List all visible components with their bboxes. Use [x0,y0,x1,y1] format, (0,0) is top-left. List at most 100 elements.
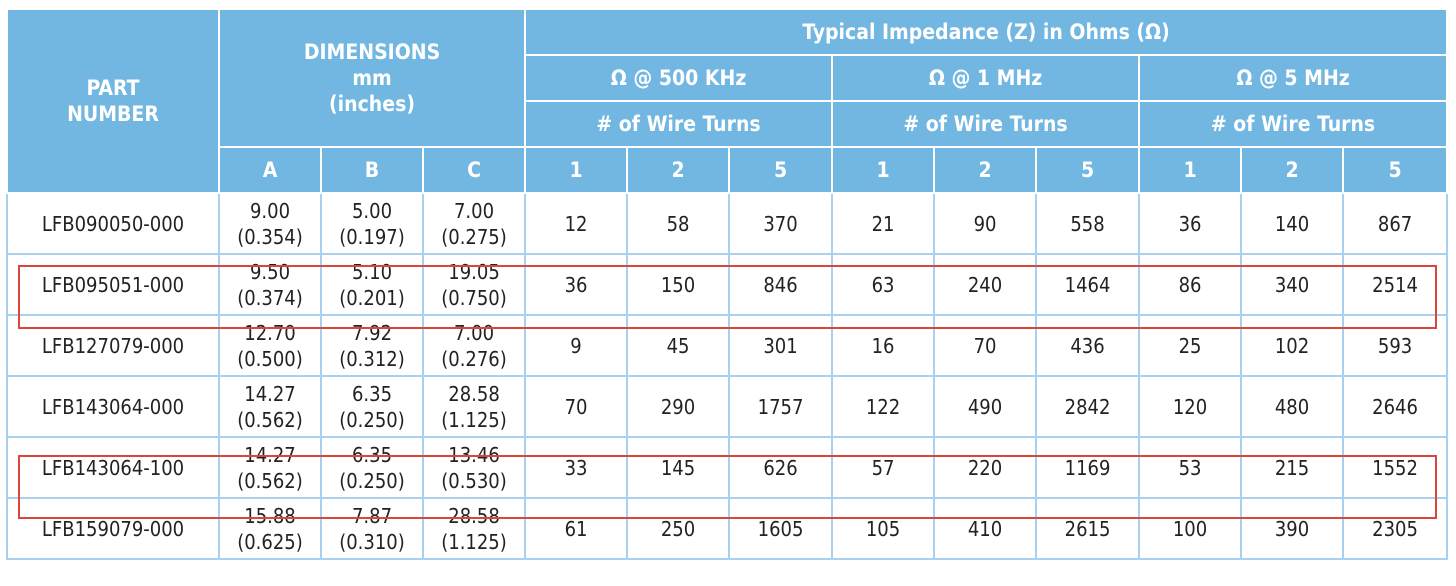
impedance-value: 2305 [1342,497,1449,560]
header-cell: DIMENSIONS mm (inches) [217,8,527,148]
impedance-value: 215 [1240,436,1345,499]
dimension-mm: 15.88 [244,503,296,528]
dimension-in: (0.312) [339,346,405,371]
dimension-cell: 28.58 (1.125) [421,497,527,560]
impedance-value: 57 [831,436,936,499]
impedance-value: 240 [933,253,1038,316]
impedance-value: 140 [1240,192,1345,255]
impedance-value: 53 [1138,436,1243,499]
impedance-value: 145 [626,436,731,499]
impedance-value: 1552 [1342,436,1449,499]
dimension-in: (0.354) [237,224,303,249]
table-row: LFB095051-000 9.50 (0.374) 5.10 (0.201) 19.05… [6,253,1449,316]
impedance-value: 480 [1240,375,1345,438]
impedance-value: 390 [1240,497,1345,560]
dimension-mm: 13.46 [448,442,500,467]
part-number: LFB159079-000 [6,497,220,560]
spec-table: PART NUMBER DIMENSIONS mm (inches) Typic… [6,8,1449,560]
impedance-value: 150 [626,253,731,316]
impedance-value: 12 [524,192,629,255]
impedance-value: 58 [626,192,731,255]
impedance-value: 867 [1342,192,1449,255]
dimension-cell: 9.50 (0.374) [218,253,322,316]
impedance-value: 45 [626,314,731,377]
impedance-value: 36 [1138,192,1243,255]
dimension-cell: 13.46 (0.530) [421,436,527,499]
impedance-value: 220 [933,436,1038,499]
impedance-value: 63 [831,253,936,316]
turns-header: # of Wire Turns [524,100,834,148]
dimension-in: (0.250) [339,468,405,493]
frequency-header: Ω @ 5 MHz [1138,54,1449,102]
part-number: LFB127079-000 [6,314,220,377]
impedance-value: 2842 [1035,375,1141,438]
impedance-value: 120 [1138,375,1243,438]
dimension-in: (0.625) [237,529,303,554]
dimension-in: (0.310) [339,529,405,554]
dimension-mm: 12.70 [244,320,296,345]
dimension-in: (0.562) [237,407,303,432]
turns-column: 2 [1240,146,1345,194]
turns-header: # of Wire Turns [1138,100,1449,148]
impedance-value: 593 [1342,314,1449,377]
turns-column: 5 [1035,146,1141,194]
dimension-mm: 7.00 [453,320,495,345]
impedance-value: 122 [831,375,936,438]
table-row: LFB090050-000 9.00 (0.354) 5.00 (0.197) 7.00(… [6,192,1449,255]
impedance-value: 370 [728,192,834,255]
dimension-in: (0.250) [339,407,405,432]
dimensions-unit-alt: (inches) [329,92,415,116]
table-row: LFB143064-000 14.27 (0.562) 6.35 (0.250) 28.5… [6,375,1449,438]
dimension-in: (0.201) [339,285,405,310]
dimension-mm: 5.10 [351,259,393,284]
impedance-value: 2615 [1035,497,1141,560]
dimension-mm: 7.87 [351,503,393,528]
table-row: LFB127079-000 12.70 (0.500) 7.92 (0.312) 7.00… [6,314,1449,377]
table-row: LFB159079-000 15.88 (0.625) 7.87 (0.310) 28.5… [6,497,1449,560]
impedance-value: 1757 [728,375,834,438]
turns-column: 1 [524,146,629,194]
part-number: LFB090050-000 [6,192,220,255]
dimension-cell: 9.00 (0.354) [218,192,322,255]
dimensions-header: DIMENSIONS [303,40,441,64]
impedance-value: 105 [831,497,936,560]
dimension-mm: 5.00 [351,198,393,223]
impedance-value: 16 [831,314,936,377]
impedance-value: 846 [728,253,834,316]
impedance-value: 100 [1138,497,1243,560]
dimension-cell: 28.58 (1.125) [421,375,527,438]
impedance-header: Typical Impedance (Z) in Ohms (Ω) [524,8,1449,56]
impedance-value: 301 [728,314,834,377]
part-number: LFB143064-000 [6,375,220,438]
dimension-cell: 15.88 (0.625) [218,497,322,560]
part-number: LFB143064-100 [6,436,220,499]
turns-column: 5 [728,146,834,194]
impedance-value: 2514 [1342,253,1449,316]
table-body: LFB090050-000 9.00 (0.354) 5.00 (0.197) 7.00(… [6,192,1449,560]
dimension-in: (0.197) [339,224,405,249]
turns-column: 2 [626,146,731,194]
turns-column: 2 [933,146,1038,194]
dimension-cell: 5.00 (0.197) [320,192,424,255]
dimension-mm: 9.50 [249,259,291,284]
impedance-value: 290 [626,375,731,438]
impedance-value: 558 [1035,192,1141,255]
dimension-mm: 19.05 [448,259,500,284]
turns-column: 1 [1138,146,1243,194]
dimension-cell: 6.35 (0.250) [320,436,424,499]
impedance-value: 410 [933,497,1038,560]
impedance-value: 86 [1138,253,1243,316]
dimension-cell: 7.00 (0.276) [421,314,527,377]
dimension-in: (1.125) [441,529,507,554]
dimension-in: (0.750) [441,285,507,310]
impedance-value: 436 [1035,314,1141,377]
dimension-cell: 19.05 (0.750) [421,253,527,316]
impedance-value: 70 [524,375,629,438]
impedance-value: 1464 [1035,253,1141,316]
dimension-mm: 6.35 [351,381,393,406]
impedance-value: 90 [933,192,1038,255]
dimension-cell: 12.70 (0.500) [218,314,322,377]
dimension-mm: 7.00 [453,198,495,223]
dimension-column: B [320,146,424,194]
